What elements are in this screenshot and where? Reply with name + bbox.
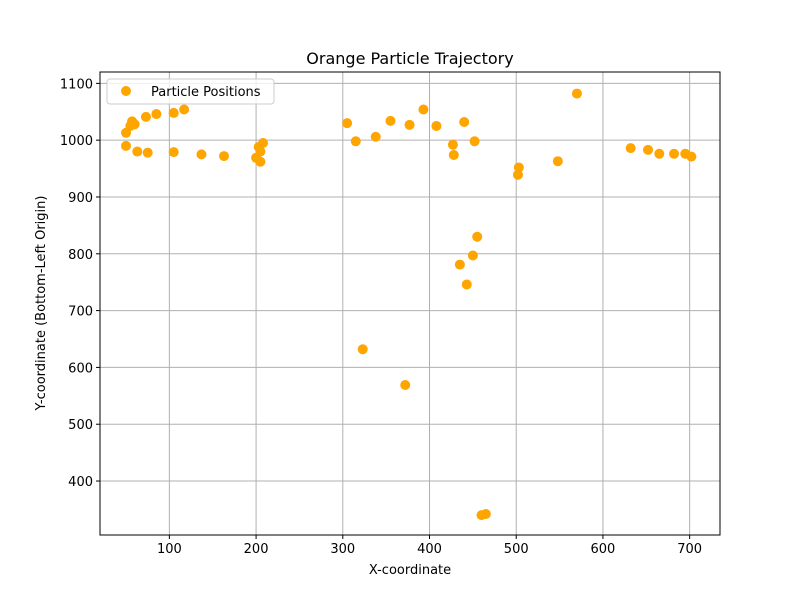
data-point (552, 156, 563, 167)
data-point (447, 139, 458, 150)
x-tick-label: 300 (330, 542, 355, 557)
y-tick-label: 600 (68, 361, 93, 376)
data-point (400, 380, 411, 391)
data-point (168, 147, 179, 158)
data-point (513, 162, 524, 173)
data-point (461, 279, 472, 290)
data-point (459, 116, 470, 127)
plot-frame (99, 71, 721, 536)
y-tick-label: 900 (68, 191, 93, 206)
y-tick-label: 500 (68, 418, 93, 433)
y-tick-label: 400 (68, 475, 93, 490)
x-tick-label: 600 (591, 542, 616, 557)
data-point (467, 250, 478, 261)
x-tick-label: 500 (504, 542, 529, 557)
data-point (179, 104, 190, 115)
data-point (219, 151, 229, 162)
data-point (168, 107, 179, 118)
data-point (255, 146, 266, 157)
data-point (454, 259, 465, 270)
x-tick-label: 200 (244, 542, 269, 557)
data-point (140, 111, 151, 122)
x-axis-ticks: 100 200 300 400 500 600 700 (157, 535, 702, 557)
data-point (142, 147, 153, 158)
legend: Particle Positions (106, 78, 275, 105)
y-tick-label: 700 (68, 305, 93, 320)
data-point (350, 136, 361, 147)
data-point (151, 109, 162, 120)
data-point (255, 156, 266, 167)
data-point (258, 138, 269, 149)
data-point (121, 140, 132, 151)
y-tick-label: 1100 (60, 77, 93, 92)
data-point (480, 508, 491, 519)
y-axis-ticks: 400 500 600 700 800 900 1000 1100 (60, 77, 100, 490)
chart-title: Orange Particle Trajectory (306, 49, 513, 68)
y-tick-label: 800 (68, 248, 93, 263)
data-point (643, 144, 654, 155)
data-points (121, 88, 697, 521)
legend-marker (121, 86, 131, 96)
legend-box (106, 78, 275, 105)
data-point (418, 104, 429, 115)
data-point (654, 148, 665, 159)
x-axis-label: X-coordinate (369, 563, 451, 578)
data-point (385, 115, 396, 126)
x-tick-label: 400 (417, 542, 442, 557)
data-point (512, 169, 523, 180)
data-point (370, 131, 381, 142)
x-tick-label: 100 (157, 542, 182, 557)
data-point (431, 120, 442, 131)
plot-area (100, 72, 720, 535)
data-point (448, 149, 459, 160)
data-point (469, 136, 480, 147)
data-point (342, 118, 353, 129)
data-point (686, 151, 697, 162)
grid-lines (100, 72, 720, 535)
x-tick-label: 700 (677, 542, 702, 557)
data-point (404, 119, 415, 130)
data-point (129, 119, 140, 130)
legend-label: Particle Positions (151, 85, 261, 100)
y-axis-label: Y-coordinate (Bottom-Left Origin) (34, 196, 49, 412)
y-tick-label: 1000 (60, 134, 93, 149)
data-point (472, 231, 483, 242)
data-point (357, 344, 368, 355)
data-point (625, 143, 636, 154)
data-point (669, 148, 680, 159)
data-point (132, 146, 143, 157)
data-point (571, 88, 582, 99)
data-point (196, 149, 207, 160)
